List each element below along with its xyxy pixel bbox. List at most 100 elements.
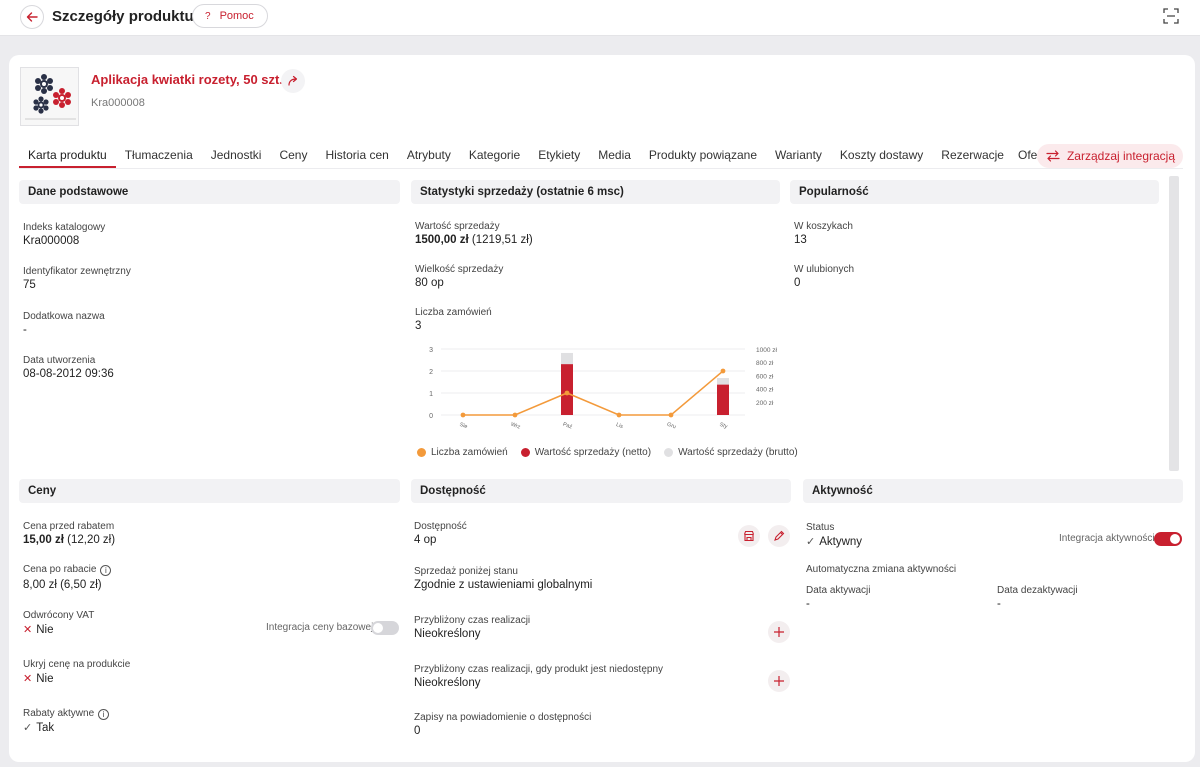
activity-integration-toggle[interactable] bbox=[1154, 532, 1182, 546]
hide-price-value: ✕ Nie bbox=[23, 672, 53, 685]
bar-net bbox=[717, 384, 729, 415]
edit-availability-button[interactable] bbox=[768, 525, 790, 547]
line-point-orders bbox=[616, 412, 622, 418]
tab-produkty-powiazane[interactable]: Produkty powiązane bbox=[648, 148, 757, 162]
product-image bbox=[21, 68, 78, 125]
legend-dot-orders bbox=[417, 448, 426, 457]
sales-value-net: 1500,00 zł bbox=[415, 234, 469, 246]
lead-time-unavailable-label: Przybliżony czas realizacji, gdy produkt… bbox=[414, 664, 664, 675]
x-tick-label: Paź bbox=[562, 422, 573, 431]
auto-change-label: Automatyczna zmiana aktywności bbox=[806, 564, 957, 575]
tab-atrybuty[interactable]: Atrybuty bbox=[406, 148, 451, 162]
tab-kategorie[interactable]: Kategorie bbox=[468, 148, 521, 162]
arrow-left-icon bbox=[26, 12, 38, 22]
pencil-icon bbox=[774, 530, 785, 541]
legend-dot-gross bbox=[664, 448, 674, 457]
legend-item-gross[interactable]: Wartość sprzedaży (brutto) bbox=[664, 447, 798, 458]
x-tick-label: Wrz bbox=[510, 422, 521, 431]
open-product-button[interactable] bbox=[281, 69, 305, 93]
price-before-discount-gross: (12,20 zł) bbox=[67, 534, 116, 546]
sales-value-label: Wartość sprzedaży bbox=[415, 221, 500, 232]
back-button[interactable] bbox=[20, 5, 44, 29]
orders-value: 3 bbox=[415, 320, 422, 332]
fullscreen-icon[interactable] bbox=[1162, 7, 1180, 25]
tabs-divider bbox=[19, 168, 1183, 169]
deactivation-date-label: Data dezaktywacji bbox=[997, 585, 1078, 596]
x-tick-label: Sty bbox=[719, 422, 729, 430]
line-point-orders bbox=[668, 412, 674, 418]
tab-koszty-dostawy[interactable]: Koszty dostawy bbox=[839, 148, 924, 162]
chart-legend: Liczba zamówień Wartość sprzedaży (netto… bbox=[417, 447, 798, 458]
x-tick-label: Gru bbox=[666, 422, 677, 431]
manage-integration-button[interactable]: Zarządzaj integracją bbox=[1037, 144, 1183, 168]
legend-item-orders[interactable]: Liczba zamówień bbox=[417, 447, 508, 458]
created-value: 08-08-2012 09:36 bbox=[23, 368, 114, 380]
favorites-label: W ulubionych bbox=[794, 264, 855, 275]
sales-volume-value: 80 op bbox=[415, 277, 444, 289]
info-icon[interactable]: i bbox=[100, 565, 112, 576]
section-prices-header: Ceny bbox=[19, 479, 400, 503]
sales-value-gross: (1219,51 zł) bbox=[471, 234, 533, 246]
tab-rezerwacje[interactable]: Rezerwacje bbox=[941, 148, 1004, 162]
cross-icon: ✕ bbox=[23, 673, 33, 685]
price-after-discount-value: 8,00 zł (6,50 zł) bbox=[23, 579, 102, 591]
legend-item-net[interactable]: Wartość sprzedaży (netto) bbox=[520, 447, 651, 458]
discounts-value: ✓ Tak bbox=[23, 721, 54, 734]
sales-chart: 0 1 2 3 200 zł 400 zł 600 zł 800 zł 1000 zł Sie Wr… bbox=[429, 347, 778, 431]
plus-icon bbox=[774, 627, 784, 637]
tab-etykiety[interactable]: Etykiety bbox=[538, 148, 581, 162]
product-name-link[interactable]: Aplikacja kwiatki rozety, 50 szt. bbox=[91, 72, 283, 87]
vertical-scrollbar[interactable] bbox=[1169, 176, 1179, 471]
tab-media[interactable]: Media bbox=[598, 148, 631, 162]
legend-label-orders: Liczba zamówień bbox=[431, 447, 508, 458]
discounts-text: Tak bbox=[36, 722, 55, 734]
manage-integration-label: Zarządzaj integracją bbox=[1066, 149, 1176, 163]
section-activity-header: Aktywność bbox=[803, 479, 1183, 503]
orders-label: Liczba zamówień bbox=[415, 307, 492, 318]
tab-historia-cen[interactable]: Historia cen bbox=[325, 148, 389, 162]
warehouse-button[interactable] bbox=[738, 525, 760, 547]
notify-label: Zapisy na powiadomienie o dostępności bbox=[414, 712, 592, 723]
lead-time-label: Przybliżony czas realizacji bbox=[414, 615, 531, 626]
tab-jednostki[interactable]: Jednostki bbox=[210, 148, 262, 162]
tab-warianty[interactable]: Warianty bbox=[775, 148, 822, 162]
section-basic-header: Dane podstawowe bbox=[19, 180, 400, 204]
legend-dot-net bbox=[520, 448, 530, 457]
store-icon bbox=[743, 530, 755, 542]
discounts-label: Rabaty aktywne i bbox=[23, 708, 110, 720]
y-left-tick-label: 2 bbox=[429, 369, 433, 376]
tab-karta-produktu[interactable]: Karta produktu bbox=[19, 143, 116, 168]
add-lead-time-unavailable-button[interactable] bbox=[768, 670, 790, 692]
tab-bar: Karta produktu Tłumaczenia Jednostki Cen… bbox=[19, 143, 1058, 169]
lead-time-unavailable-value: Nieokreślony bbox=[414, 677, 481, 689]
below-stock-label: Sprzedaż poniżej stanu bbox=[414, 566, 518, 577]
tab-tlumaczenia[interactable]: Tłumaczenia bbox=[124, 148, 193, 162]
share-icon bbox=[288, 75, 298, 86]
sales-value: 1500,00 zł (1219,51 zł) bbox=[415, 234, 533, 246]
y-right-tick-label: 1000 zł bbox=[756, 347, 778, 354]
line-point-orders bbox=[460, 412, 466, 418]
page-title: Szczegóły produktu bbox=[52, 8, 194, 25]
line-orders bbox=[463, 370, 724, 416]
product-card: Aplikacja kwiatki rozety, 50 szt. Kra000… bbox=[9, 55, 1195, 762]
extra-name-label: Dodatkowa nazwa bbox=[23, 311, 105, 322]
price-before-discount-label: Cena przed rabatem bbox=[23, 521, 115, 532]
section-popularity-header: Popularność bbox=[790, 180, 1159, 204]
in-carts-label: W koszykach bbox=[794, 221, 853, 232]
base-price-integration-toggle[interactable] bbox=[371, 621, 399, 635]
product-thumbnail bbox=[20, 67, 79, 126]
y-right-tick-label: 400 zł bbox=[756, 387, 774, 394]
hide-price-label: Ukryj cenę na produkcie bbox=[23, 659, 131, 670]
product-code: Kra000008 bbox=[91, 97, 145, 109]
swap-arrows-icon bbox=[1046, 150, 1060, 162]
price-after-discount-label-text: Cena po rabacie bbox=[23, 564, 97, 575]
reverse-vat-label: Odwrócony VAT bbox=[23, 610, 95, 621]
top-bar: Szczegóły produktu ? Pomoc bbox=[0, 0, 1200, 36]
plus-icon bbox=[774, 676, 784, 686]
add-lead-time-button[interactable] bbox=[768, 621, 790, 643]
help-button[interactable]: ? Pomoc bbox=[192, 4, 268, 28]
info-icon[interactable]: i bbox=[98, 709, 110, 720]
price-after-discount-label: Cena po rabacie i bbox=[23, 564, 112, 576]
external-id-label: Identyfikator zewnętrzny bbox=[23, 266, 131, 277]
tab-ceny[interactable]: Ceny bbox=[279, 148, 308, 162]
